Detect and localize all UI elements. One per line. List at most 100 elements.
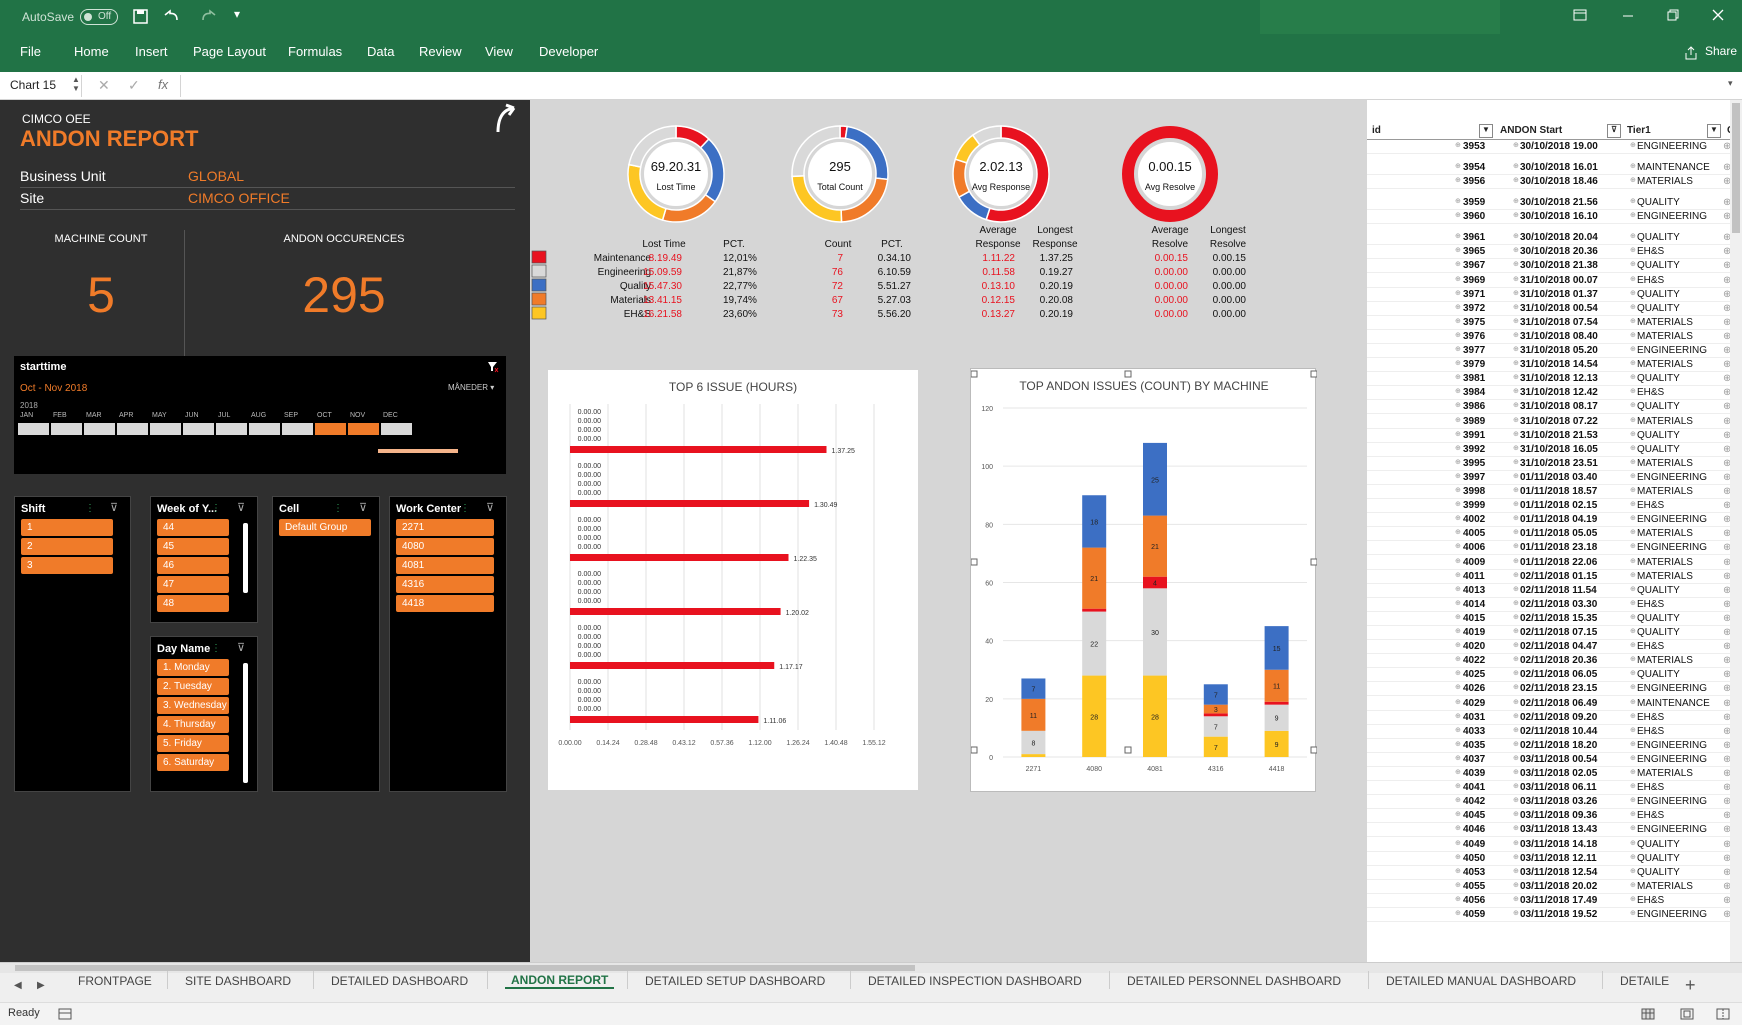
timeline-month-cell[interactable] bbox=[150, 423, 181, 435]
table-row[interactable]: ⊕ 3960 ⊕ 30/10/2018 16.10 ⊕ ENGINEERING ⊕ bbox=[1367, 210, 1742, 225]
slicer-item[interactable]: 47 bbox=[157, 576, 229, 593]
tab-data[interactable]: Data bbox=[367, 44, 395, 59]
timeline-slicer[interactable]: starttime Oct - Nov 2018 MÅNEDER ▾ 2018 … bbox=[14, 356, 506, 474]
table-row[interactable]: ⊕ 4035 ⊕ 02/11/2018 18.20 ⊕ ENGINEERING ⊕ bbox=[1367, 739, 1742, 753]
table-row[interactable]: ⊕ 4055 ⊕ 03/11/2018 20.02 ⊕ MATERIALS ⊕ bbox=[1367, 880, 1742, 894]
selection-handle[interactable] bbox=[1124, 746, 1132, 754]
slicer-item[interactable]: 48 bbox=[157, 595, 229, 612]
timeline-month-cell[interactable] bbox=[117, 423, 148, 435]
filter-icon[interactable]: ⊽ bbox=[237, 642, 246, 654]
table-row[interactable]: ⊕ 3954 ⊕ 30/10/2018 16.01 ⊕ MAINTENANCE ⊕ bbox=[1367, 161, 1742, 175]
sheet-tab[interactable]: DETAILED MANUAL DASHBOARD bbox=[1386, 974, 1577, 988]
donut-chart[interactable]: 69.20.31 Lost Time bbox=[616, 114, 736, 234]
donut-chart[interactable]: 0.00.15 Avg Resolve bbox=[1110, 114, 1230, 234]
table-row[interactable]: ⊕ 3967 ⊕ 30/10/2018 21.38 ⊕ QUALITY ⊕ bbox=[1367, 259, 1742, 274]
table-row[interactable]: ⊕ 3989 ⊕ 31/10/2018 07.22 ⊕ MATERIALS ⊕ bbox=[1367, 415, 1742, 429]
macro-record-icon[interactable] bbox=[58, 1008, 72, 1020]
table-row[interactable]: ⊕ 4005 ⊕ 01/11/2018 05.05 ⊕ MATERIALS ⊕ bbox=[1367, 527, 1742, 542]
table-row[interactable]: ⊕ 3956 ⊕ 30/10/2018 18.46 ⊕ MATERIALS ⊕ bbox=[1367, 175, 1742, 190]
multiselect-icon[interactable]: ⋮ bbox=[85, 503, 95, 514]
table-row[interactable]: ⊕ 4031 ⊕ 02/11/2018 09.20 ⊕ EH&S ⊕ bbox=[1367, 711, 1742, 725]
vertical-scrollbar[interactable] bbox=[1730, 100, 1742, 962]
sheet-tab[interactable]: DETAILED INSPECTION DASHBOARD bbox=[868, 974, 1082, 988]
minimize-icon[interactable] bbox=[1621, 9, 1635, 21]
selection-handle[interactable] bbox=[970, 370, 978, 378]
redo-icon[interactable] bbox=[200, 8, 220, 24]
cancel-entry-icon[interactable]: ✕ bbox=[98, 77, 110, 93]
confirm-entry-icon[interactable]: ✓ bbox=[128, 77, 140, 93]
sheet-tab[interactable]: DETAILED PERSONNEL DASHBOARD bbox=[1127, 974, 1342, 988]
sheet-tab[interactable]: DETAILED SETUP DASHBOARD bbox=[645, 974, 826, 988]
table-row[interactable]: ⊕ 4002 ⊕ 01/11/2018 04.19 ⊕ ENGINEERING ⊕ bbox=[1367, 513, 1742, 528]
sheet-tab[interactable]: FRONTPAGE bbox=[78, 974, 152, 988]
table-row[interactable]: ⊕ 4011 ⊕ 02/11/2018 01.15 ⊕ MATERIALS ⊕ bbox=[1367, 570, 1742, 584]
timeline-month-cell[interactable] bbox=[51, 423, 82, 435]
table-row[interactable]: ⊕ 4039 ⊕ 03/11/2018 02.05 ⊕ MATERIALS ⊕ bbox=[1367, 767, 1742, 781]
selection-handle[interactable] bbox=[1310, 558, 1318, 566]
table-row[interactable]: ⊕ 3977 ⊕ 31/10/2018 05.20 ⊕ ENGINEERING ⊕ bbox=[1367, 344, 1742, 358]
filter-icon[interactable]: ⊽ bbox=[237, 502, 246, 514]
slicer-item[interactable]: 44 bbox=[157, 519, 229, 536]
scroll-thumb[interactable] bbox=[1732, 103, 1740, 233]
table-row[interactable]: ⊕ 4059 ⊕ 03/11/2018 19.52 ⊕ ENGINEERING ⊕ bbox=[1367, 908, 1742, 922]
dropdown-icon[interactable]: ▼ bbox=[1707, 124, 1721, 138]
table-row[interactable]: ⊕ 4042 ⊕ 03/11/2018 03.26 ⊕ ENGINEERING ⊕ bbox=[1367, 795, 1742, 810]
restore-icon[interactable] bbox=[1666, 8, 1680, 22]
timeline-month-cell[interactable] bbox=[216, 423, 247, 435]
table-row[interactable]: ⊕ 3976 ⊕ 31/10/2018 08.40 ⊕ MATERIALS ⊕ bbox=[1367, 330, 1742, 344]
clear-filter-icon[interactable] bbox=[487, 361, 499, 373]
table-row[interactable]: ⊕ 4009 ⊕ 01/11/2018 22.06 ⊕ MATERIALS ⊕ bbox=[1367, 556, 1742, 570]
sheet-tab[interactable]: DETAILED DASHBOARD bbox=[331, 974, 469, 988]
table-row[interactable]: ⊕ 3986 ⊕ 31/10/2018 08.17 ⊕ QUALITY ⊕ bbox=[1367, 400, 1742, 415]
slicer-item[interactable]: 3. Wednesday bbox=[157, 697, 229, 714]
table-row[interactable]: ⊕ 4025 ⊕ 02/11/2018 06.05 ⊕ QUALITY ⊕ bbox=[1367, 668, 1742, 683]
top6-issue-chart[interactable]: TOP 6 ISSUE (HOURS) 0.00.00 0.14.24 0.28.48… bbox=[548, 370, 918, 790]
name-box[interactable]: Chart 15 ▲ ▼ bbox=[0, 75, 82, 97]
table-row[interactable]: ⊕ 4046 ⊕ 03/11/2018 13.43 ⊕ ENGINEERING ⊕ bbox=[1367, 823, 1742, 838]
slicer-item[interactable]: Default Group bbox=[279, 519, 371, 536]
table-row[interactable]: ⊕ 4056 ⊕ 03/11/2018 17.49 ⊕ EH&S ⊕ bbox=[1367, 894, 1742, 908]
donut-chart[interactable]: 295 Total Count bbox=[780, 114, 900, 234]
table-row[interactable]: ⊕ 4014 ⊕ 02/11/2018 03.30 ⊕ EH&S ⊕ bbox=[1367, 598, 1742, 612]
slicer-item[interactable]: 4081 bbox=[396, 557, 494, 574]
filter-icon[interactable]: ⊽ bbox=[359, 502, 368, 514]
slicer-item[interactable]: 45 bbox=[157, 538, 229, 555]
table-row[interactable]: ⊕ 4006 ⊕ 01/11/2018 23.18 ⊕ ENGINEERING ⊕ bbox=[1367, 541, 1742, 556]
table-row[interactable]: ⊕ 4015 ⊕ 02/11/2018 15.35 ⊕ QUALITY ⊕ bbox=[1367, 612, 1742, 626]
multiselect-icon[interactable]: ⋮ bbox=[333, 503, 343, 514]
table-row[interactable]: ⊕ 4050 ⊕ 03/11/2018 12.11 ⊕ QUALITY ⊕ bbox=[1367, 852, 1742, 866]
prev-sheet-icon[interactable]: ◀ bbox=[14, 980, 22, 991]
top-andon-by-machine-chart[interactable]: TOP ANDON ISSUES (COUNT) BY MACHINE 0 20 40… bbox=[970, 368, 1318, 792]
table-row[interactable]: ⊕ 4037 ⊕ 03/11/2018 00.54 ⊕ ENGINEERING ⊕ bbox=[1367, 753, 1742, 767]
table-row[interactable]: ⊕ 4022 ⊕ 02/11/2018 20.36 ⊕ MATERIALS ⊕ bbox=[1367, 654, 1742, 669]
slicer-item[interactable]: 4316 bbox=[396, 576, 494, 593]
timeline-month-cell[interactable] bbox=[18, 423, 49, 435]
timeline-month-cell[interactable] bbox=[348, 423, 379, 435]
tab-developer[interactable]: Developer bbox=[539, 44, 599, 59]
selection-handle[interactable] bbox=[1124, 370, 1132, 378]
table-row[interactable]: ⊕ 3975 ⊕ 31/10/2018 07.54 ⊕ MATERIALS ⊕ bbox=[1367, 316, 1742, 330]
multiselect-icon[interactable]: ⋮ bbox=[211, 643, 221, 654]
table-row[interactable]: ⊕ 4029 ⊕ 02/11/2018 06.49 ⊕ MAINTENANCE ⊕ bbox=[1367, 697, 1742, 711]
ribbon-display-icon[interactable] bbox=[1573, 9, 1587, 21]
table-row[interactable]: ⊕ 3995 ⊕ 31/10/2018 23.51 ⊕ MATERIALS ⊕ bbox=[1367, 457, 1742, 471]
add-sheet-icon[interactable]: + bbox=[1685, 975, 1696, 995]
slicer-scrollbar[interactable] bbox=[243, 523, 248, 593]
selection-handle[interactable] bbox=[1310, 746, 1318, 754]
autosave-toggle[interactable]: Off bbox=[80, 9, 118, 25]
filter-applied-icon[interactable]: ⊽ bbox=[1607, 124, 1621, 138]
expand-formula-icon[interactable]: ▾ bbox=[1728, 78, 1733, 88]
slicer-item[interactable]: 2271 bbox=[396, 519, 494, 536]
normal-view-icon[interactable] bbox=[1641, 1008, 1655, 1020]
selection-handle[interactable] bbox=[1310, 370, 1318, 378]
tab-review[interactable]: Review bbox=[419, 44, 462, 59]
donut-chart[interactable]: 2.02.13 Avg Response bbox=[941, 114, 1061, 234]
tab-view[interactable]: View bbox=[485, 44, 513, 59]
timeline-month-cell[interactable] bbox=[84, 423, 115, 435]
table-row[interactable]: ⊕ 3972 ⊕ 31/10/2018 00.54 ⊕ QUALITY ⊕ bbox=[1367, 302, 1742, 316]
slicer-item[interactable]: 5. Friday bbox=[157, 735, 229, 752]
name-box-spin-icon[interactable]: ▲ ▼ bbox=[72, 75, 80, 93]
slicer-item[interactable]: 3 bbox=[21, 557, 113, 574]
formula-input[interactable] bbox=[180, 75, 1720, 97]
page-layout-view-icon[interactable] bbox=[1680, 1008, 1694, 1020]
